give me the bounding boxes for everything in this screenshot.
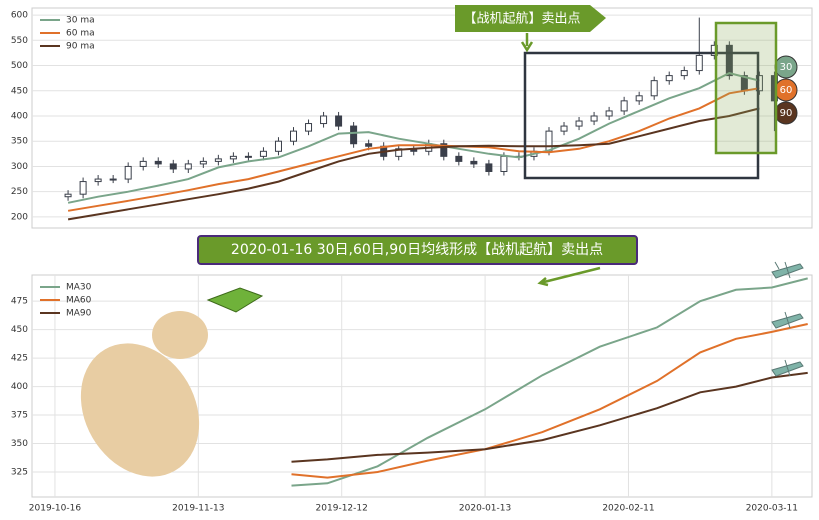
y-tick-label: 300 [11,162,28,172]
candle-body [695,54,703,72]
banner-text: 2020-01-16 30日,60日,90日均线形成【战机起航】卖出点 [231,242,603,258]
ma-line [67,107,760,221]
ma-line [67,87,760,212]
candle-body [605,110,613,117]
legend-label: 90 ma [66,42,95,52]
candle-body [575,120,583,127]
y-tick-label: 350 [11,137,28,147]
y-tick-label: 450 [11,325,28,335]
candle-body [365,143,373,147]
candle-body [154,160,162,165]
annotation-text: 【战机起航】卖出点 [463,11,580,27]
y-tick-label: 475 [11,297,28,307]
candle-body [500,155,508,172]
candle-body [184,163,192,170]
candle-body [214,158,222,162]
y-tick-label: 600 [11,11,28,21]
legend-label: 30 ma [66,16,95,26]
candle-body [259,150,267,157]
candle-body [485,163,493,172]
candle-body [244,155,252,158]
ma-marker-label: 90 [780,108,793,119]
sell-zone-box [714,21,778,155]
candle-body [305,123,313,132]
candle-body [64,193,72,198]
candle-body [290,130,298,142]
candle-body [680,70,688,77]
y-tick-label: 375 [11,411,28,421]
candle-body [440,143,448,157]
candle-body [455,155,463,162]
candle-body [94,178,102,183]
candle-body [710,44,718,56]
candle-body [199,160,207,165]
candle-body [650,80,658,97]
candle-body [124,165,132,180]
candle-body [665,75,673,82]
ma-line [291,277,808,487]
legend-label: MA60 [66,296,92,306]
candle-body [79,181,87,195]
candle-body [590,115,598,122]
candle-body [620,100,628,112]
candle-body [725,44,733,77]
y-tick-label: 450 [11,86,28,96]
candle-body [335,115,343,127]
x-tick-label: 2019-12-12 [316,504,368,514]
dog-decoration [80,287,264,477]
ma-line [291,371,808,463]
ma-marker-label: 60 [780,85,793,96]
y-tick-label: 400 [11,382,28,392]
annotation-pointer [520,33,534,53]
candle-body [545,130,553,152]
legend-label: 60 ma [66,29,95,39]
y-tick-label: 200 [11,212,28,222]
candle-body [229,155,237,160]
highlight-box [523,51,760,180]
y-tick-label: 325 [11,467,28,477]
candle-body [169,163,177,170]
candle-body [635,95,643,102]
x-tick-label: 2020-01-13 [459,504,511,514]
x-tick-label: 2020-02-11 [602,504,654,514]
candle-body [755,75,763,92]
ma-line [67,72,760,204]
y-tick-label: 250 [11,187,28,197]
banner-pointer [537,266,601,287]
top-plot-area [31,7,813,229]
candle-body [274,140,282,152]
plane-decoration [771,261,804,377]
candle-body [395,148,403,157]
ma-marker-label: 30 [780,62,793,73]
x-tick-label: 2019-10-16 [29,504,82,514]
y-tick-label: 425 [11,354,28,364]
y-tick-label: 400 [11,111,28,121]
ma-line [291,323,808,479]
candle-body [560,125,568,132]
legend-label: MA30 [66,283,92,293]
banner [197,235,638,265]
annotation-arrow [455,5,606,32]
y-tick-label: 500 [11,61,28,71]
legend-label: MA90 [66,309,92,319]
x-tick-label: 2020-03-11 [746,504,798,514]
candle-body [139,160,147,167]
y-tick-label: 550 [11,36,28,46]
candle-body [109,178,117,181]
candle-body [470,160,478,165]
x-tick-label: 2019-11-13 [172,504,224,514]
y-tick-label: 350 [11,439,28,449]
candle-body [350,125,358,145]
candle-body [320,115,328,125]
